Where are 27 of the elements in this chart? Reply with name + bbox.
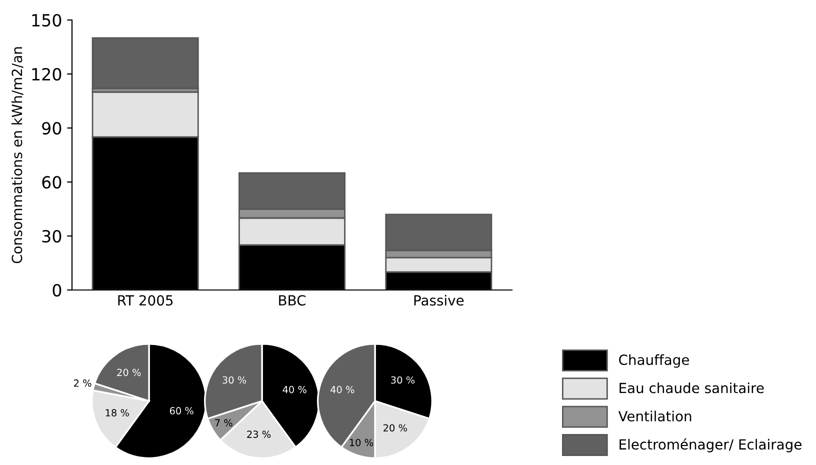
x-tick-label: BBC bbox=[279, 295, 306, 306]
legend-label: Ventilation bbox=[618, 410, 692, 422]
y-tick-label: 150 bbox=[32, 14, 62, 27]
legend-label: Chauffage bbox=[619, 354, 689, 368]
y-tick-label: 30 bbox=[42, 230, 62, 243]
data-label: 20 % bbox=[384, 424, 407, 432]
bar bbox=[92, 37, 199, 90]
data-label: 7 % bbox=[215, 419, 232, 427]
x-tick-label: RT 2005 bbox=[118, 295, 173, 306]
y-tick-label: 60 bbox=[42, 176, 62, 189]
data-label: 20 % bbox=[117, 368, 141, 376]
data-label: 10 % bbox=[350, 438, 374, 446]
y-tick-label: 90 bbox=[42, 122, 62, 135]
data-label: 40 % bbox=[330, 386, 354, 394]
legend-label: Electroménager/ Eclairage bbox=[620, 438, 802, 452]
legend-label: Eau chaude sanitaire bbox=[620, 382, 764, 394]
data-label: 18 % bbox=[106, 409, 129, 416]
data-label: 30 % bbox=[222, 376, 246, 384]
y-tick-label: 120 bbox=[32, 68, 62, 81]
y-tick-label: 0 bbox=[52, 284, 62, 297]
data-label: 2 % bbox=[74, 379, 92, 387]
data-label: 40 % bbox=[282, 386, 306, 394]
data-label: 23 % bbox=[247, 430, 271, 438]
data-label: 30 % bbox=[391, 376, 415, 384]
data-label: 60 % bbox=[170, 407, 194, 414]
x-tick-label: Passive bbox=[414, 294, 464, 306]
y-axis-title: Consommations en kWh/m2/an bbox=[11, 47, 24, 264]
